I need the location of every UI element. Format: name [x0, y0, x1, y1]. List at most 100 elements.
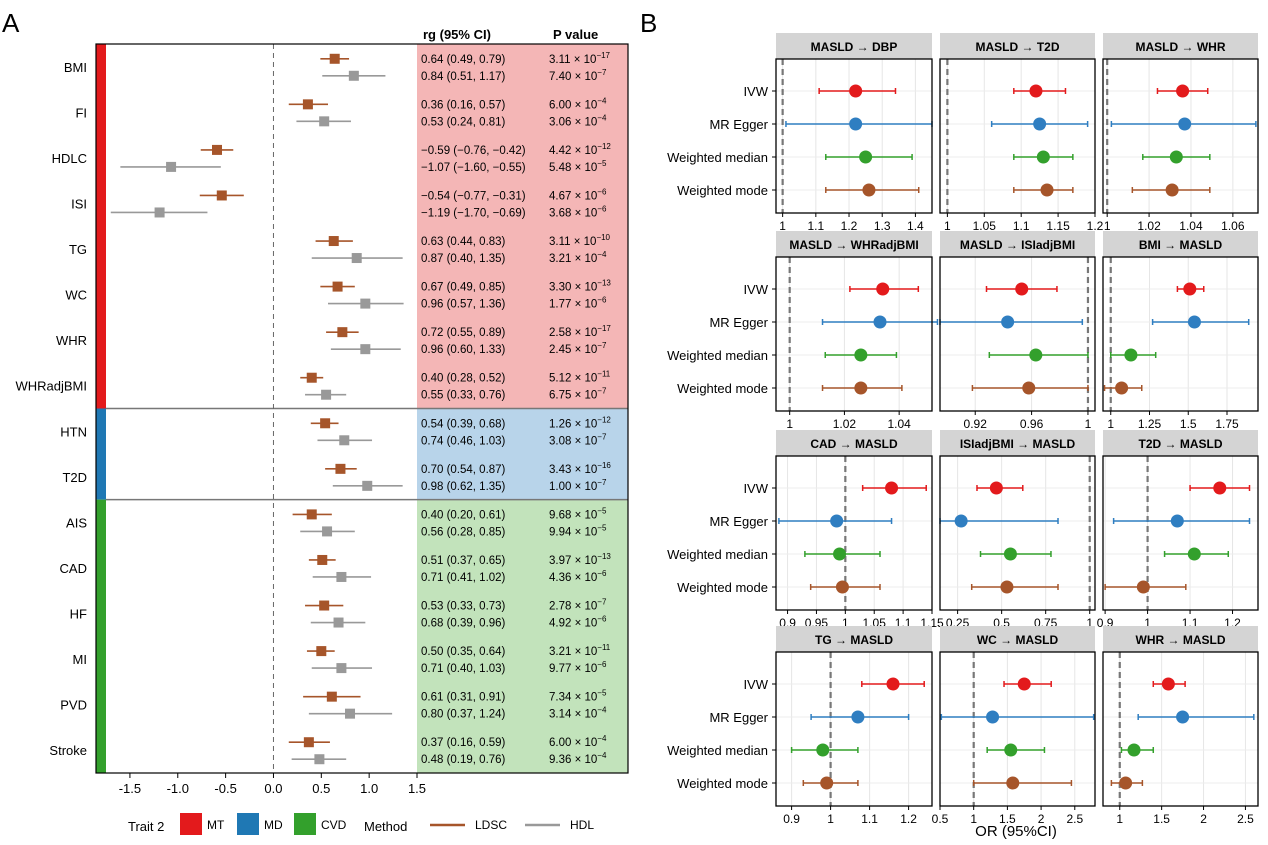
ldsc-pvalue-base: 5.12 × 10 [549, 373, 597, 385]
legend-trait-label: MD [264, 818, 283, 832]
rg-column-header: rg (95% CI) [423, 27, 491, 42]
x-tick-label: 1 [779, 219, 786, 233]
method-label: Weighted median [667, 348, 768, 363]
x-tick-label: 1.2 [1087, 219, 1104, 233]
ldsc-pvalue-exponent: −17 [596, 51, 610, 60]
hdl-point [351, 253, 362, 264]
x-tick-label: 1 [1085, 417, 1092, 431]
trait-label: MI [73, 652, 87, 667]
ldsc-point [337, 327, 348, 338]
hdl-pvalue: 7.40 × 10−7 [549, 68, 607, 83]
estimate-point [1004, 743, 1018, 757]
ldsc-pvalue-exponent: −6 [597, 187, 607, 196]
hdl-rg-ci: 0.71 (0.40, 1.03) [421, 663, 506, 675]
hdl-rg-ci: 0.74 (0.46, 1.03) [421, 435, 506, 447]
estimate-point [849, 84, 863, 98]
estimate-point [1136, 580, 1150, 594]
ldsc-point [320, 418, 331, 429]
ldsc-rg-ci: 0.72 (0.55, 0.89) [421, 327, 506, 339]
subpanel-frame [775, 58, 933, 214]
mr-subpanel: MASLD → WHR 1 1.02 1.04 1.06 [1102, 33, 1259, 233]
x-tick-label: 1.04 [887, 417, 911, 431]
method-label: IVW [743, 84, 768, 99]
ldsc-pvalue: 3.43 × 10−16 [549, 461, 611, 476]
method-label: Weighted median [667, 150, 768, 165]
panel-a-forest-plot: A rg (95% CI) P value BMI 0.64 (0.49, 0.7… [2, 8, 629, 796]
subpanel-frame [1102, 256, 1259, 412]
estimate-point [1127, 743, 1141, 757]
hdl-pvalue: 3.21 × 10−4 [549, 250, 607, 265]
hdl-pvalue-exponent: −4 [597, 250, 607, 259]
ldsc-rg-ci: 0.67 (0.49, 0.85) [421, 282, 506, 294]
trait-label: TG [69, 242, 87, 257]
ldsc-pvalue-exponent: −11 [597, 643, 611, 652]
subpanel-title-strip [1103, 430, 1258, 456]
legend-method-label: LDSC [475, 818, 507, 832]
subpanel-frame [1102, 58, 1259, 214]
ldsc-pvalue-exponent: −5 [597, 506, 607, 515]
ldsc-pvalue: 6.00 × 10−4 [549, 734, 607, 749]
ldsc-pvalue: 4.67 × 10−6 [549, 187, 607, 202]
ldsc-point [319, 600, 330, 611]
method-label: Weighted mode [677, 381, 768, 396]
hdl-point [321, 389, 332, 400]
hdl-rg-ci: 0.98 (0.62, 1.35) [421, 481, 506, 493]
hdl-pvalue: 5.48 × 10−5 [549, 159, 607, 174]
group-bar-md [96, 408, 106, 500]
legend-method-label: HDL [570, 818, 594, 832]
hdl-rg-ci: 0.96 (0.60, 1.33) [421, 344, 506, 356]
ldsc-pvalue-base: 2.78 × 10 [549, 601, 597, 613]
ldsc-point [317, 554, 328, 565]
panel-a-frame [95, 43, 629, 774]
ldsc-pvalue: 3.97 × 10−13 [549, 552, 611, 567]
ldsc-pvalue-base: 1.26 × 10 [549, 418, 597, 430]
ldsc-rg-ci: −0.54 (−0.77, −0.31) [421, 190, 526, 202]
x-tick-label: 1 [1104, 219, 1111, 233]
ldsc-pvalue-base: 6.00 × 10 [549, 99, 597, 111]
ldsc-rg-ci: 0.37 (0.16, 0.59) [421, 737, 506, 749]
estimate-point [1169, 150, 1183, 164]
trait-label: BMI [64, 60, 87, 75]
hdl-rg-ci: 0.48 (0.19, 0.76) [421, 754, 506, 766]
method-label: Weighted mode [677, 183, 768, 198]
estimate-point [1119, 776, 1133, 790]
x-tick-label: 1 [1086, 616, 1093, 630]
hdl-pvalue-exponent: −6 [597, 615, 607, 624]
group-bar-mt [96, 44, 106, 409]
legend-trait-label: CVD [321, 818, 347, 832]
ldsc-pvalue-base: 2.58 × 10 [549, 327, 597, 339]
estimate-point [1029, 348, 1043, 362]
estimate-point [862, 183, 876, 197]
trait-label: WHRadjBMI [15, 379, 87, 394]
x-tick-label: 1.02 [833, 417, 857, 431]
subpanel-title: MASLD → WHR [1136, 40, 1226, 54]
estimate-point [1000, 580, 1014, 594]
ldsc-pvalue: 6.00 × 10−4 [549, 96, 607, 111]
hdl-pvalue: 1.77 × 10−6 [549, 296, 607, 311]
hdl-pvalue: 2.45 × 10−7 [549, 341, 607, 356]
x-tick-label: 0.92 [964, 417, 988, 431]
ldsc-pvalue-base: 3.21 × 10 [549, 646, 597, 658]
ldsc-pvalue: 5.12 × 10−11 [549, 370, 611, 385]
hdl-pvalue: 3.08 × 10−7 [549, 432, 607, 447]
x-tick-label: 2.5 [1237, 812, 1254, 826]
x-tick-label: 1.15 [1046, 219, 1070, 233]
subpanel-title: MASLD → WHRadjBMI [789, 238, 918, 252]
hdl-pvalue: 1.00 × 10−7 [549, 478, 607, 493]
hdl-pvalue-exponent: −7 [597, 341, 607, 350]
x-tick-label: 0.0 [264, 781, 282, 796]
x-tick-label: 1.0 [360, 781, 378, 796]
hdl-pvalue-exponent: −4 [597, 706, 607, 715]
x-tick-label: 1.5 [999, 812, 1016, 826]
ldsc-pvalue-exponent: −10 [596, 233, 610, 242]
table-bg-mt [417, 44, 628, 409]
ldsc-rg-ci: 0.63 (0.44, 0.83) [421, 236, 506, 248]
estimate-point [1124, 348, 1138, 362]
hdl-pvalue-exponent: −7 [597, 432, 607, 441]
mr-subpanel: TG → MASLD 0.9 1 1.1 1.2 IVW MR Egger Weighted … [667, 626, 933, 826]
x-tick-label: 1.05 [973, 219, 997, 233]
hdl-pvalue: 3.68 × 10−6 [549, 204, 607, 219]
x-tick-label: 1.06 [1221, 219, 1245, 233]
